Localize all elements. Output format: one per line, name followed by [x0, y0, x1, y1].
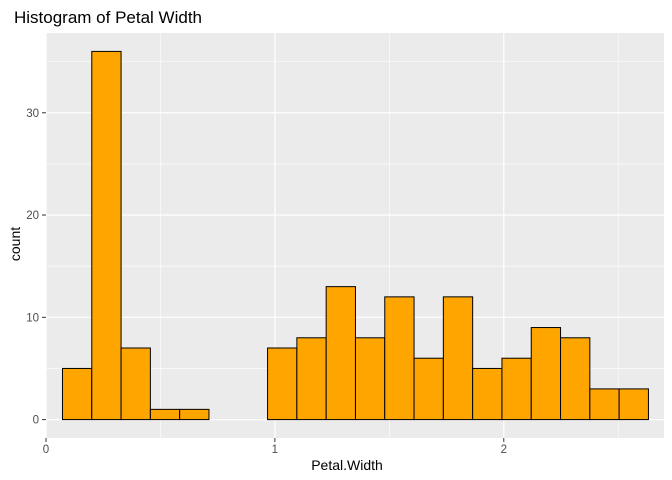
y-tick-label: 0 [33, 415, 39, 427]
histogram-bar [618, 388, 649, 421]
y-tick-label: 10 [26, 312, 39, 324]
histogram-bar [354, 337, 386, 421]
chart-title: Histogram of Petal Width [14, 8, 202, 27]
histogram-bar [61, 367, 93, 421]
x-axis-title: Petal.Width [311, 457, 383, 473]
histogram-bar [413, 357, 444, 421]
histogram-bar [149, 408, 181, 421]
x-tick-label: 0 [43, 444, 49, 456]
histogram-bars [61, 50, 649, 421]
histogram-bar [179, 408, 210, 421]
y-tick-label: 30 [26, 108, 39, 120]
histogram-bar [501, 357, 532, 421]
histogram-bar [472, 367, 503, 421]
histogram-bar [296, 337, 327, 421]
y-axis-ticks: 0 10 20 30 [26, 108, 46, 427]
histogram-bar [384, 296, 415, 421]
y-tick-label: 20 [26, 210, 39, 222]
y-axis-title: count [7, 227, 23, 261]
histogram-bar [442, 296, 474, 421]
histogram-bar [560, 337, 591, 421]
histogram-bar [530, 327, 562, 421]
histogram-bar [589, 388, 620, 421]
histogram-bar [91, 50, 122, 421]
histogram-bar [325, 286, 356, 421]
x-tick-label: 1 [272, 444, 278, 456]
x-axis-ticks: 0 1 2 [43, 438, 507, 456]
histogram-bar [267, 347, 298, 421]
histogram-bar [120, 347, 151, 421]
x-tick-label: 2 [501, 444, 507, 456]
